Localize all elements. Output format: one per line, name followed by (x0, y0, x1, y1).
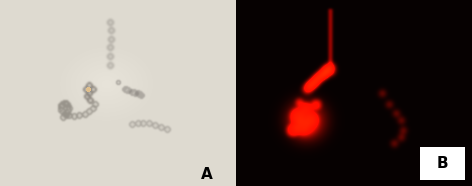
FancyBboxPatch shape (420, 147, 465, 180)
Text: A: A (202, 167, 213, 182)
Text: B: B (437, 156, 448, 171)
